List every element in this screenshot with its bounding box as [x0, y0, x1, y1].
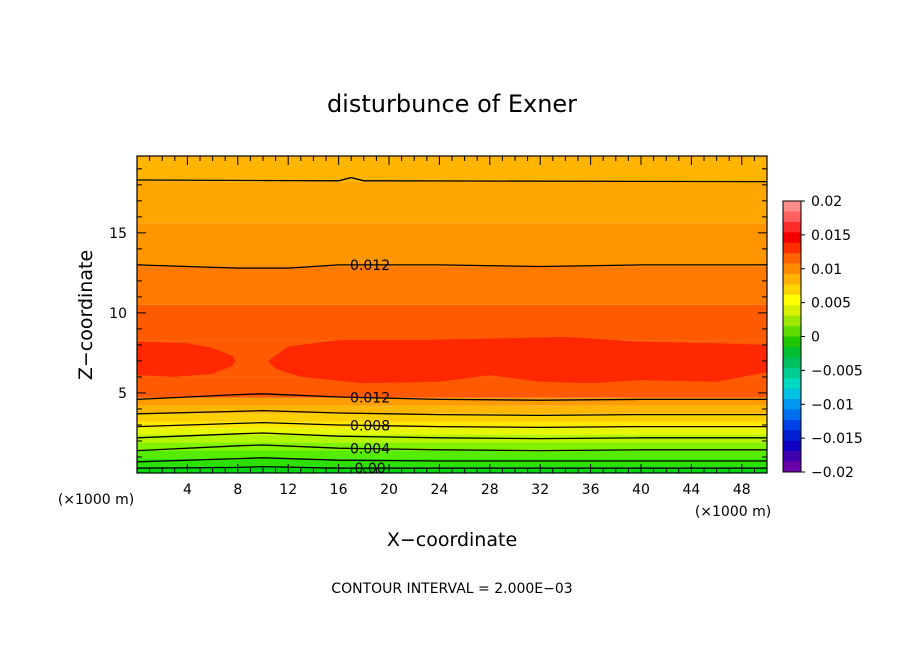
contour-line-1	[136, 457, 767, 463]
x-axis-ticks: 4 8 12 16 20 24 28 32 36 40 44 48	[149, 156, 755, 498]
colorbar-swatch-14	[783, 346, 801, 358]
chart-title: disturbunce of Exner	[327, 90, 577, 118]
colorbar-swatch-10	[783, 305, 801, 317]
contour-core-west	[137, 341, 236, 377]
contour-band-1	[137, 458, 767, 467]
colorbar-label-0: 0.02	[811, 194, 842, 210]
colorbar-swatch-20	[783, 409, 801, 421]
y-axis-ticks: 5 10 15	[109, 168, 767, 458]
x-tick-label-8: 8	[233, 482, 242, 498]
colorbar-label-6: −0.01	[811, 397, 854, 413]
colorbar-swatch-4	[783, 242, 801, 254]
contour-band-3	[137, 442, 767, 451]
contour-line-5	[136, 409, 767, 417]
contour-band-14	[137, 223, 767, 267]
contour-band-15	[137, 181, 767, 224]
colorbar-swatch-9	[783, 294, 801, 306]
colorbar-swatch-12	[783, 326, 801, 337]
contour-line-4	[136, 421, 767, 429]
contour-band-9	[137, 397, 767, 406]
contour-line-3	[136, 432, 767, 440]
colorbar-swatch-18	[783, 388, 801, 400]
colorbar-swatch-5	[783, 253, 801, 265]
colorbar-swatch-3	[783, 232, 801, 244]
contour-band-4	[137, 434, 767, 443]
x-tick-label-16: 16	[330, 482, 348, 498]
x-tick-label-12: 12	[279, 482, 297, 498]
x-tick-label-40: 40	[632, 482, 650, 498]
colorbar-swatch-23	[783, 440, 801, 452]
colorbar-swatch-24	[783, 451, 801, 463]
colorbar-swatch-2	[783, 221, 801, 233]
contour-interval-note: CONTOUR INTERVAL = 2.000E−03	[331, 581, 572, 597]
colorbar-swatch-19	[783, 399, 801, 410]
contour-band-5	[137, 428, 767, 435]
contour-band-7	[137, 413, 767, 422]
colorbar-swatch-8	[783, 284, 801, 296]
x-tick-label-32: 32	[531, 482, 549, 498]
x-tick-label-36: 36	[582, 482, 600, 498]
colorbar-swatch-11	[783, 315, 801, 327]
contour-band-8	[137, 405, 767, 414]
colorbar-label-2: 0.01	[811, 262, 842, 278]
x-tick-label-4: 4	[183, 482, 192, 498]
contour-label-7: 0.012	[350, 258, 390, 274]
colorbar-swatch-0	[783, 201, 801, 212]
x-tick-label-24: 24	[430, 482, 448, 498]
contour-label-2: 0.004	[350, 442, 390, 458]
contour-line-2	[136, 444, 767, 452]
y-tick-label-10: 10	[109, 306, 127, 322]
y-tick-label-15: 15	[109, 226, 127, 242]
contour-band-13	[137, 266, 767, 305]
colorbar-swatch-15	[783, 357, 801, 369]
contour-label-6: 0.012	[350, 391, 390, 407]
colorbar-swatch-16	[783, 367, 801, 379]
x-unit-left: (×1000 m)	[58, 492, 134, 508]
colorbar-label-5: −0.005	[811, 363, 863, 379]
colorbar-swatch-7	[783, 273, 801, 285]
colorbar-label-3: 0.005	[811, 296, 851, 312]
contour-band-10	[137, 376, 767, 398]
contour-band-2	[137, 450, 767, 459]
contour-line-7	[136, 264, 767, 269]
y-tick-label-5: 5	[118, 386, 127, 402]
colorbar-label-8: −0.02	[811, 465, 854, 481]
colorbar-label-7: −0.015	[811, 431, 863, 447]
contour-label-4: 0.008	[350, 418, 390, 434]
x-tick-label-44: 44	[682, 482, 700, 498]
colorbar-swatch-6	[783, 263, 801, 275]
colorbar: 0.02 0.015 0.01 0.005 0 −0.005 −0.01 −0.015 −0.0…	[782, 194, 863, 481]
contour-label-0: 0.00	[355, 461, 386, 477]
x-tick-label-28: 28	[481, 482, 499, 498]
contour-band-12	[137, 304, 767, 341]
colorbar-swatch-13	[783, 336, 801, 348]
contour-line-8	[136, 176, 768, 183]
x-unit-right: (×1000 m)	[695, 504, 771, 520]
filled-contour-bands	[137, 156, 767, 473]
x-tick-label-20: 20	[380, 482, 398, 498]
y-axis-label: Z−coordinate	[75, 250, 97, 380]
filled-contour-core	[137, 336, 767, 384]
colorbar-swatch-21	[783, 419, 801, 431]
colorbar-swatch-17	[783, 378, 801, 390]
colorbar-label-4: 0	[811, 330, 820, 346]
colorbar-swatch-22	[783, 430, 801, 442]
colorbar-swatch-1	[783, 211, 801, 223]
contour-line-6	[136, 393, 767, 401]
colorbar-label-1: 0.015	[811, 228, 851, 244]
contour-band-6	[137, 421, 767, 429]
x-tick-label-48: 48	[733, 482, 751, 498]
x-axis-label: X−coordinate	[387, 529, 517, 551]
colorbar-swatch-25	[783, 461, 801, 473]
contour-core-east	[268, 336, 767, 384]
